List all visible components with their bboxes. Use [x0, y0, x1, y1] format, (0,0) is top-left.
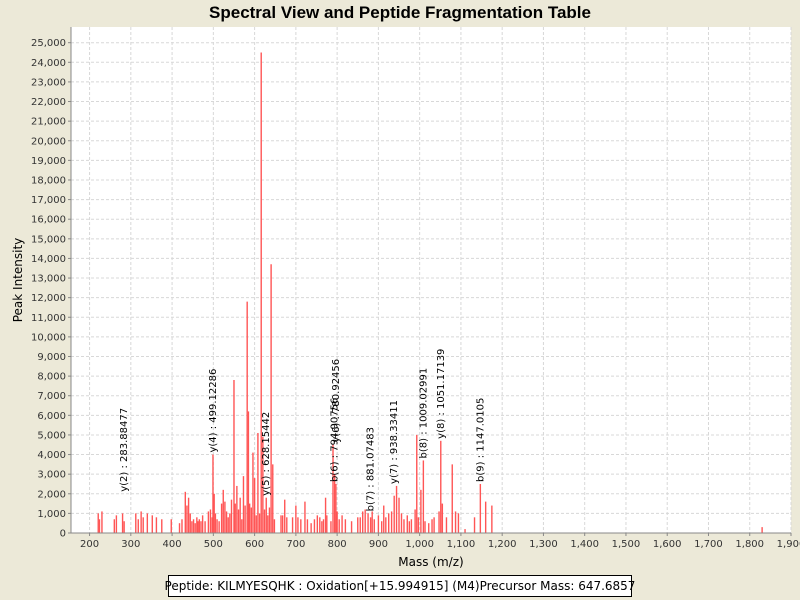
x-tick-label: 1,700	[694, 539, 723, 550]
x-tick-label: 900	[369, 539, 388, 550]
peak-bars	[97, 52, 763, 533]
x-tick-label: 1,900	[777, 539, 800, 550]
x-tick-label: 1,400	[570, 539, 599, 550]
peptide-label: Peptide: KILMYESQHK : Oxidation[+15.9949…	[164, 579, 480, 593]
y-tick-label: 20,000	[31, 136, 66, 147]
y-tick-label: 6,000	[37, 411, 66, 422]
peak-annotation: y(4) : 499.12286	[208, 369, 219, 453]
y-axis-label: Peak Intensity	[11, 238, 25, 323]
x-tick-label: 1,600	[653, 539, 682, 550]
peak-annotation: b(8) : 1009.02991	[418, 368, 429, 459]
y-tick-label: 15,000	[31, 234, 66, 245]
x-tick-label: 800	[328, 539, 347, 550]
peak-annotation: y(2) : 283.88477	[119, 408, 130, 492]
x-tick-label: 1,100	[447, 539, 476, 550]
y-tick-label: 7,000	[37, 391, 66, 402]
x-tick-label: 700	[286, 539, 305, 550]
x-tick-label: 500	[204, 539, 223, 550]
y-tick-label: 19,000	[31, 156, 66, 167]
peak-annotation: b(9) : 1147.0105	[475, 398, 486, 482]
y-axis: 0 1,000 2,000 3,000 4,000 5,000 6,000 7,000 8,00…	[31, 27, 72, 540]
x-axis-label: Mass (m/z)	[398, 555, 463, 569]
y-tick-label: 11,000	[31, 313, 66, 324]
peak-annotation: b(7) : 881.07483	[366, 427, 377, 511]
y-tick-label: 12,000	[31, 293, 66, 304]
peak-annotation: y(5) : 628.15442	[261, 412, 272, 496]
precursor-mass-label: Precursor Mass: 647.6857	[479, 579, 636, 593]
y-tick-label: 17,000	[31, 195, 66, 206]
peak-annotation: y(6) : 780.92456	[331, 359, 342, 443]
y-tick-label: 10,000	[31, 332, 66, 343]
plot-area	[71, 27, 791, 533]
peak-annotation: b(6) : 794.90756	[330, 398, 341, 482]
y-tick-label: 4,000	[37, 450, 66, 461]
y-tick-label: 9,000	[37, 352, 66, 363]
grid	[71, 27, 792, 533]
x-tick-label: 600	[245, 539, 264, 550]
y-tick-label: 24,000	[31, 58, 66, 69]
peak-annotation: y(7) : 938.33411	[389, 400, 400, 484]
x-tick-label: 200	[80, 539, 99, 550]
y-tick-label: 2,000	[37, 489, 66, 500]
chart-title: Spectral View and Peptide Fragmentation …	[209, 3, 591, 22]
y-tick-label: 14,000	[31, 254, 66, 265]
x-axis: 200 300 400 500 600 700 800 900 1,000 1,100 1,200 1…	[71, 532, 800, 550]
peak-annotations: y(2) : 283.88477 y(4) : 499.12286 y(5) : 6…	[119, 349, 486, 512]
y-tick-label: 13,000	[31, 274, 66, 285]
y-tick-label: 23,000	[31, 77, 66, 88]
y-tick-label: 18,000	[31, 175, 66, 186]
x-tick-label: 1,500	[612, 539, 641, 550]
x-tick-label: 1,800	[735, 539, 764, 550]
peptide-info-box: Peptide: KILMYESQHK : Oxidation[+15.9949…	[164, 575, 635, 597]
y-tick-label: 16,000	[31, 215, 66, 226]
y-tick-label: 0	[60, 529, 66, 540]
x-tick-label: 400	[163, 539, 182, 550]
y-tick-label: 1,000	[37, 509, 66, 520]
x-tick-label: 1,200	[488, 539, 517, 550]
y-tick-label: 25,000	[31, 38, 66, 49]
peak-annotation: y(8) : 1051.17139	[436, 349, 447, 439]
y-tick-label: 21,000	[31, 117, 66, 128]
y-tick-label: 5,000	[37, 430, 66, 441]
x-tick-label: 300	[121, 539, 140, 550]
y-tick-label: 22,000	[31, 97, 66, 108]
y-tick-label: 3,000	[37, 470, 66, 481]
x-tick-label: 1,300	[529, 539, 558, 550]
y-tick-label: 8,000	[37, 372, 66, 383]
x-tick-label: 1,000	[405, 539, 434, 550]
